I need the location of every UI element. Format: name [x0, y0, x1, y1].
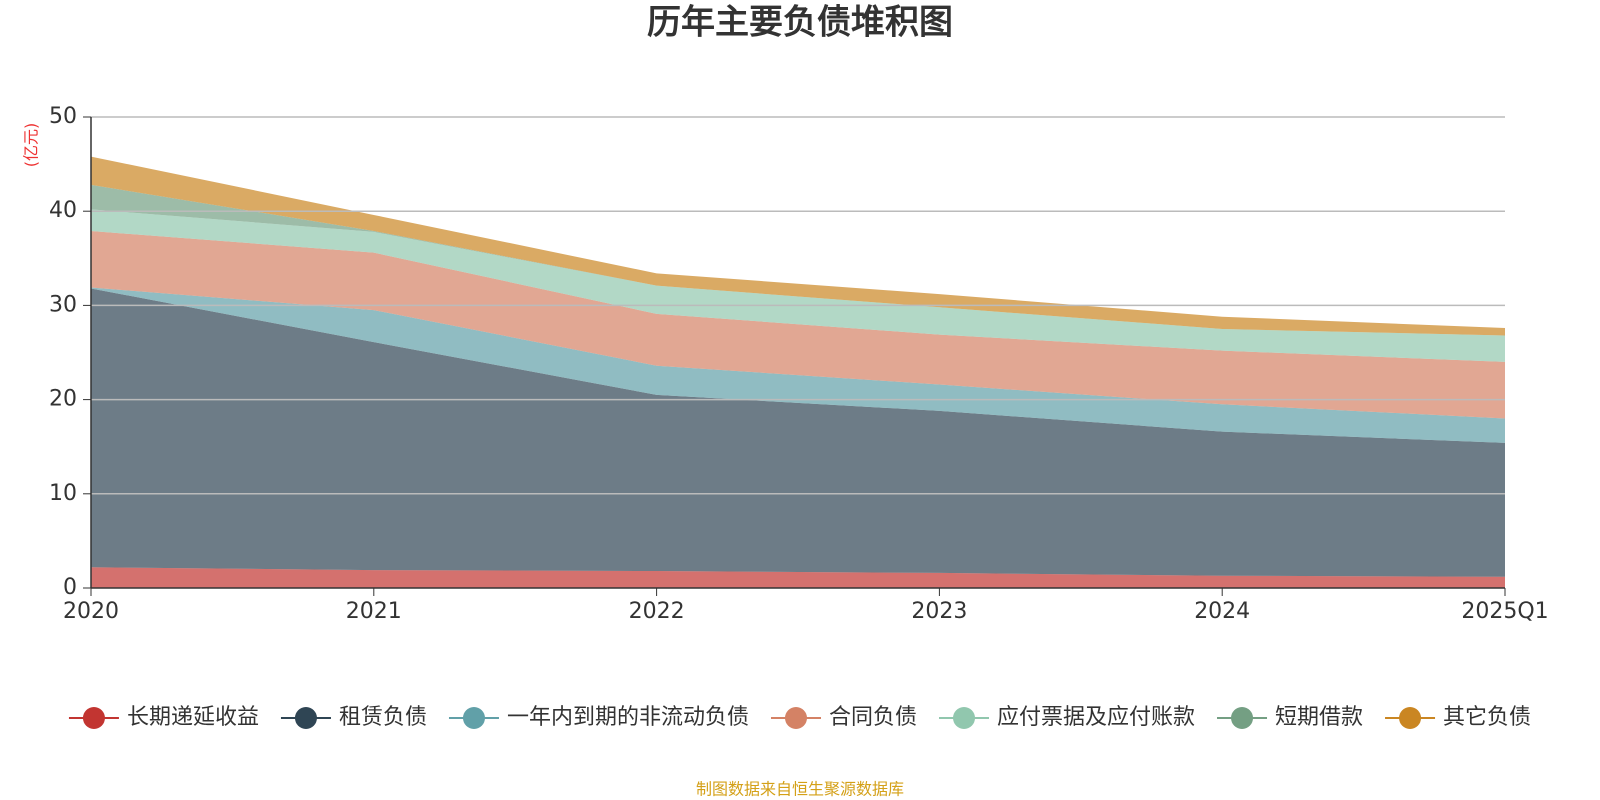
x-tick-label: 2025Q1 — [1461, 599, 1548, 624]
legend-item: 租赁负债 — [280, 705, 427, 730]
legend-label: 短期借款 — [1275, 705, 1363, 730]
legend-item: 长期递延收益 — [68, 705, 259, 730]
y-tick-label: 20 — [49, 387, 77, 412]
area — [91, 287, 1505, 443]
legend-label: 合同负债 — [829, 705, 917, 730]
legend-item: 合同负债 — [770, 705, 917, 730]
x-tick-label: 2023 — [911, 599, 967, 624]
chart-title: 历年主要负债堆积图 — [647, 3, 953, 43]
legend-marker — [953, 707, 976, 729]
legend-marker — [82, 707, 105, 729]
area — [91, 288, 1505, 577]
area — [91, 209, 1505, 362]
legend-marker — [784, 707, 807, 729]
legend-label: 其它负债 — [1443, 705, 1531, 730]
legend-item: 一年内到期的非流动负债 — [448, 705, 749, 730]
y-tick-label: 30 — [49, 292, 77, 317]
legend-label: 一年内到期的非流动负债 — [507, 705, 749, 730]
legend-item: 其它负债 — [1385, 705, 1531, 730]
legend-item: 短期借款 — [1217, 705, 1363, 730]
x-tick-label: 2020 — [63, 599, 119, 624]
legend-marker — [1231, 707, 1254, 729]
legend-label: 租赁负债 — [339, 705, 427, 730]
legend-label: 应付票据及应付账款 — [997, 705, 1195, 730]
y-tick-label: 0 — [63, 575, 77, 600]
legend-marker — [462, 707, 485, 729]
area — [91, 567, 1505, 588]
legend-marker — [1399, 707, 1422, 729]
legend-marker — [294, 707, 317, 729]
area — [91, 230, 1505, 419]
y-unit: (亿元) — [22, 123, 41, 168]
y-tick-label: 40 — [49, 198, 77, 223]
x-tick-label: 2022 — [629, 599, 685, 624]
x-tick-label: 2021 — [346, 599, 402, 624]
x-tick-label: 2024 — [1194, 599, 1250, 624]
y-tick-label: 50 — [49, 104, 77, 129]
source-note: 制图数据来自恒生聚源数据库 — [696, 780, 904, 799]
y-tick-label: 10 — [49, 481, 77, 506]
legend-label: 长期递延收益 — [127, 705, 259, 730]
legend-item: 应付票据及应付账款 — [939, 705, 1195, 730]
